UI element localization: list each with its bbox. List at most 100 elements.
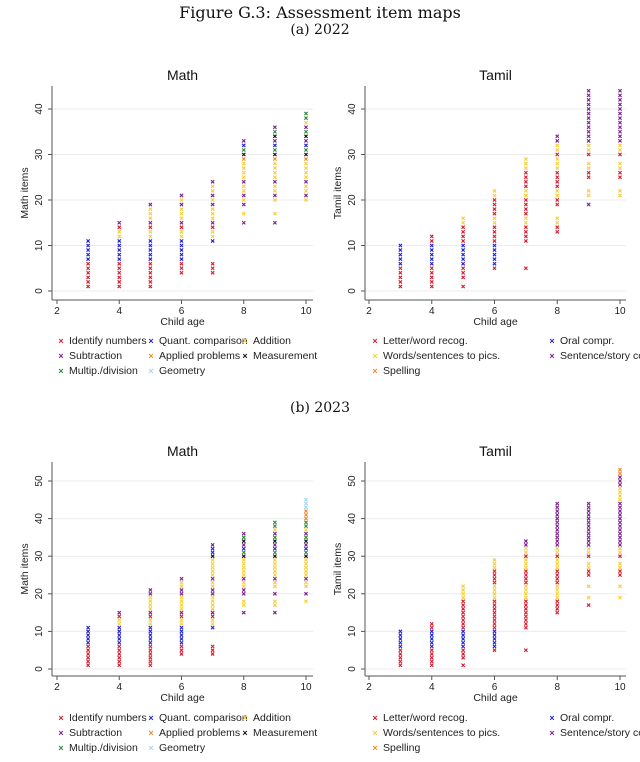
data-point-applied-problems bbox=[241, 157, 246, 162]
legend-item-letter-word: × Letter/word recog. bbox=[370, 712, 467, 724]
data-point-multip-division bbox=[304, 550, 308, 555]
data-point-sentence-story bbox=[586, 116, 591, 121]
data-point-addition bbox=[179, 606, 184, 611]
chart-math-2022: Math 0 10 20 30 40 2 4 6 8 10 Child age Math items bbox=[19, 67, 313, 328]
data-point-letter-word bbox=[492, 599, 497, 604]
x-axis-label: Child age bbox=[473, 316, 518, 328]
data-point-letter-word bbox=[523, 621, 528, 626]
data-point-identify-numbers bbox=[117, 663, 122, 668]
data-point-subtraction bbox=[272, 576, 277, 581]
data-point-addition bbox=[210, 621, 215, 626]
figure-title: Figure G.3: Assessment item maps bbox=[179, 3, 461, 22]
data-point-subtraction bbox=[179, 591, 184, 596]
data-point-sentence-story bbox=[586, 524, 591, 529]
data-point-addition bbox=[210, 561, 215, 566]
data-point-sentence-story bbox=[618, 102, 622, 107]
data-point-subtraction bbox=[210, 220, 215, 225]
data-point-words-sentences bbox=[555, 565, 560, 570]
legend-item-geometry: × Geometry bbox=[146, 365, 205, 377]
data-point-words-sentences bbox=[586, 193, 591, 198]
data-point-letter-word bbox=[492, 648, 497, 653]
data-point-identify-numbers bbox=[86, 261, 91, 266]
data-point-letter-word bbox=[555, 202, 560, 207]
data-point-oral-compr bbox=[492, 629, 497, 634]
data-point-sentence-story bbox=[523, 542, 528, 547]
data-point-letter-word bbox=[523, 184, 528, 189]
legend-label: Subtraction bbox=[69, 350, 123, 362]
data-point-multip-division bbox=[272, 535, 277, 540]
data-point-oral-compr bbox=[429, 243, 434, 248]
data-point-quant-comparison bbox=[179, 629, 184, 634]
data-point-letter-word bbox=[429, 648, 434, 653]
data-point-quant-comparison bbox=[86, 640, 91, 645]
data-point-letter-word bbox=[555, 603, 560, 608]
data-point-letter-word bbox=[398, 275, 403, 280]
data-point-sentence-story bbox=[618, 107, 622, 111]
data-point-subtraction bbox=[272, 193, 277, 198]
data-point-addition bbox=[148, 211, 153, 216]
data-point-addition bbox=[304, 198, 308, 202]
data-point-quant-comparison bbox=[86, 252, 91, 257]
data-point-words-sentences bbox=[523, 166, 528, 171]
data-point-letter-word bbox=[555, 610, 560, 615]
data-point-addition bbox=[304, 120, 308, 125]
data-point-identify-numbers bbox=[86, 266, 91, 271]
data-point-words-sentences bbox=[586, 161, 591, 166]
data-point-words-sentences bbox=[523, 584, 528, 589]
legend-item-words-sentences: × Words/sentences to pics. bbox=[370, 727, 500, 739]
legend-label: Geometry bbox=[159, 365, 206, 377]
data-point-oral-compr bbox=[461, 640, 466, 645]
data-point-addition bbox=[304, 584, 308, 589]
data-point-letter-word bbox=[523, 266, 528, 271]
chart-title: Tamil bbox=[479, 67, 512, 83]
data-point-sentence-story bbox=[618, 129, 622, 134]
data-point-identify-numbers bbox=[179, 614, 184, 619]
legend-marker-icon: × bbox=[148, 366, 154, 376]
x-tick-label: 8 bbox=[554, 682, 560, 693]
data-point-oral-compr bbox=[398, 261, 403, 266]
data-point-addition bbox=[304, 161, 308, 166]
x-tick-label: 8 bbox=[241, 682, 247, 693]
data-point-words-sentences bbox=[618, 494, 622, 499]
data-point-subtraction bbox=[304, 138, 308, 143]
data-point-addition bbox=[241, 584, 246, 589]
data-point-quant-comparison bbox=[148, 243, 153, 248]
data-point-quant-comparison bbox=[179, 640, 184, 645]
legend-tamil-2022: × Letter/word recog. × Oral compr. × Words/se… bbox=[370, 335, 640, 385]
data-point-quant-comparison bbox=[117, 633, 122, 638]
data-point-multip-division bbox=[304, 116, 308, 121]
data-point-addition bbox=[241, 161, 246, 166]
y-tick-label: 0 bbox=[347, 666, 358, 672]
data-point-words-sentences bbox=[523, 550, 528, 555]
data-point-letter-word bbox=[492, 266, 497, 271]
legend-item-applied-problems: × Applied problems bbox=[146, 727, 240, 739]
data-point-addition bbox=[241, 170, 246, 175]
data-point-subtraction bbox=[179, 588, 184, 593]
data-point-identify-numbers bbox=[117, 266, 122, 271]
data-point-letter-word bbox=[555, 152, 560, 157]
data-point-letter-word bbox=[461, 651, 466, 656]
data-point-measurement bbox=[241, 152, 246, 157]
x-tick-label: 6 bbox=[179, 306, 185, 317]
data-point-letter-word bbox=[618, 175, 622, 180]
data-point-words-sentences bbox=[461, 588, 466, 593]
data-point-addition bbox=[148, 234, 153, 239]
data-point-oral-compr bbox=[461, 629, 466, 634]
x-tick-label: 2 bbox=[54, 682, 60, 693]
data-point-sentence-story bbox=[555, 509, 560, 514]
data-point-addition bbox=[304, 184, 308, 189]
data-point-sentence-story bbox=[586, 531, 591, 536]
data-point-addition bbox=[241, 565, 246, 570]
data-point-sentence-story bbox=[586, 88, 591, 93]
data-point-oral-compr bbox=[398, 640, 403, 645]
data-point-words-sentences bbox=[492, 561, 497, 566]
data-point-addition bbox=[148, 606, 153, 611]
data-point-identify-numbers bbox=[117, 648, 122, 653]
y-tick-label: 10 bbox=[34, 625, 45, 637]
legend-item-spelling: × Spelling bbox=[370, 365, 420, 377]
data-point-identify-numbers bbox=[210, 644, 215, 649]
chart-title: Tamil bbox=[479, 443, 512, 459]
data-point-addition bbox=[210, 599, 215, 604]
data-point-sentence-story bbox=[586, 505, 591, 510]
legend-label: Oral compr. bbox=[560, 712, 615, 724]
